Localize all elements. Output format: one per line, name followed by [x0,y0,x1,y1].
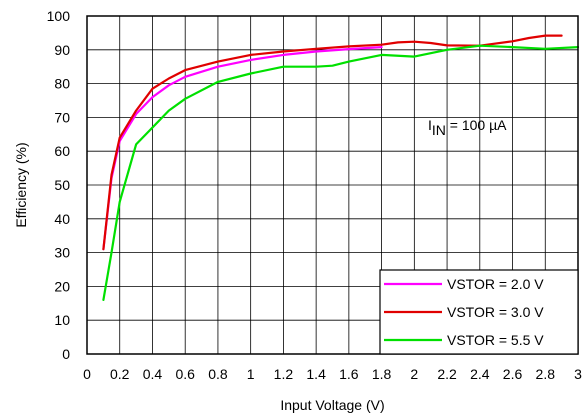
x-tick-label: 1.6 [339,366,359,382]
legend-label: VSTOR = 3.0 V [447,304,544,320]
x-tick-label: 0.8 [208,366,228,382]
x-tick-label: 2 [410,366,418,382]
y-tick-label: 0 [62,346,70,362]
y-tick-label: 70 [54,109,70,125]
x-tick-label: 1.4 [306,366,326,382]
x-tick-label: 1 [247,366,255,382]
annotation-value: = 100 µA [446,117,507,133]
x-tick-label: 0.4 [143,366,163,382]
x-tick-label: 2.4 [470,366,490,382]
x-tick-label: 2.2 [437,366,457,382]
y-tick-label: 20 [54,278,70,294]
series-line [102,44,580,301]
annotation-symbol: I [428,117,432,133]
y-axis-title: Efficiency (%) [13,142,29,227]
x-tick-label: 0.6 [175,366,195,382]
x-tick-label: 2.6 [503,366,523,382]
x-tick-label: 0.2 [110,366,130,382]
y-tick-label: 10 [54,312,70,328]
x-tick-label: 1.2 [274,366,294,382]
tick-labels: 0 0.2 0.4 0.6 0.8 1 1.2 1.4 1.6 1.8 2 2.2 2.4 2.6 2.8 3… [47,8,582,382]
y-tick-label: 40 [54,211,70,227]
input-current-annotation: IIN = 100 µA [428,117,507,138]
x-tick-label: 1.8 [372,366,392,382]
x-axis-title: Input Voltage (V) [280,397,384,413]
series-layer [102,34,580,301]
y-tick-label: 90 [54,42,70,58]
y-tick-label: 100 [47,8,71,24]
y-tick-label: 80 [54,76,70,92]
x-tick-label: 2.8 [536,366,556,382]
annotation-subscript: IN [432,122,446,138]
y-tick-label: 60 [54,143,70,159]
legend: VSTOR = 2.0 V VSTOR = 3.0 V VSTOR = 5.5 V [379,269,579,355]
y-tick-label: 50 [54,177,70,193]
legend-label: VSTOR = 5.5 V [447,332,544,348]
x-tick-label: 3 [574,366,582,382]
legend-label: VSTOR = 2.0 V [447,276,544,292]
series-line [102,34,563,251]
x-tick-label: 0 [83,366,91,382]
plot-frame [86,15,579,355]
y-tick-label: 30 [54,245,70,261]
